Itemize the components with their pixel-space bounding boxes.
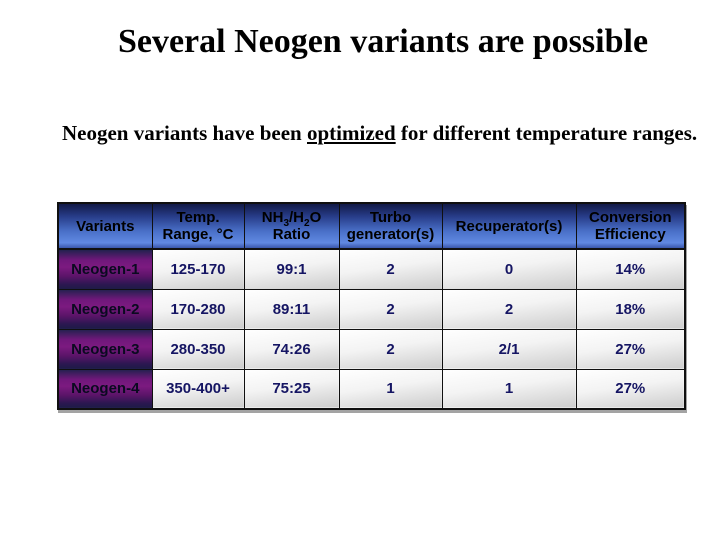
header-line: Efficiency <box>594 226 666 243</box>
header-line: Range, °C <box>162 226 234 243</box>
header-text-part: Ratio <box>272 226 311 243</box>
column-header-variants: Variants <box>57 202 153 250</box>
table-row-neogen-1: Neogen-1 125-170 99:1 2 0 14% <box>57 248 686 290</box>
header-line: Conversion <box>588 209 672 226</box>
row-label: Neogen-4 <box>57 368 153 410</box>
table-cell: 2/1 <box>441 328 577 370</box>
column-header-recuperators: Recuperator(s) <box>441 202 577 250</box>
column-header-nh3-h2o-ratio: NH3/H2O Ratio <box>243 202 340 250</box>
table-cell: 99:1 <box>243 248 340 290</box>
table-cell: 125-170 <box>151 248 245 290</box>
table-cell: 18% <box>575 288 686 330</box>
slide-title: Several Neogen variants are possible <box>117 23 649 60</box>
table-cell: 75:25 <box>243 368 340 410</box>
table-cell: 74:26 <box>243 328 340 370</box>
table-cell: 170-280 <box>151 288 245 330</box>
header-text-part: NH <box>261 209 284 226</box>
table-row-neogen-2: Neogen-2 170-280 89:11 2 2 18% <box>57 288 686 330</box>
table-cell: 1 <box>441 368 577 410</box>
header-line: NH3/H2O <box>245 209 338 229</box>
table-cell: 27% <box>575 328 686 370</box>
subtitle: Neogen variants have been optimized for … <box>62 121 697 146</box>
header-text-part: /H <box>289 209 304 226</box>
table-cell: 1 <box>338 368 443 410</box>
column-header-conversion-efficiency: Conversion Efficiency <box>575 202 686 250</box>
table-body: Neogen-1 125-170 99:1 2 0 14% Neogen-2 170-280 8… <box>57 248 686 410</box>
table-cell: 89:11 <box>243 288 340 330</box>
header-line: generator(s) <box>346 226 435 243</box>
subtitle-text-post: for different temperature ranges. <box>395 121 698 145</box>
neogen-variants-table: Variants Temp. Range, °C NH3/H2O Ratio Turbo g… <box>57 202 686 410</box>
table-header-row: Variants Temp. Range, °C NH3/H2O Ratio Turbo g… <box>57 202 686 250</box>
header-line: Recuperator(s) <box>455 217 563 235</box>
subscript-digit: 3 <box>283 218 289 229</box>
table-head: Variants Temp. Range, °C NH3/H2O Ratio Turbo g… <box>57 202 686 250</box>
header-line: Ratio <box>245 226 338 243</box>
header-line: Temp. <box>176 209 220 226</box>
table-cell: 0 <box>441 248 577 290</box>
table-cell: 350-400+ <box>151 368 245 410</box>
subscript-digit: 2 <box>304 218 310 229</box>
row-label: Neogen-1 <box>57 248 153 290</box>
table-cell: 2 <box>338 248 443 290</box>
row-label: Neogen-3 <box>57 328 153 370</box>
subtitle-underlined-word: optimized <box>307 121 396 145</box>
column-header-turbo-generators: Turbo generator(s) <box>338 202 443 250</box>
column-header-temp-range: Temp. Range, °C <box>151 202 245 250</box>
table-cell: 27% <box>575 368 686 410</box>
table-cell: 2 <box>338 288 443 330</box>
table-cell: 2 <box>338 328 443 370</box>
row-label: Neogen-2 <box>57 288 153 330</box>
table-cell: 14% <box>575 248 686 290</box>
table-row-neogen-3: Neogen-3 280-350 74:26 2 2/1 27% <box>57 328 686 370</box>
header-text-part: O <box>309 209 322 226</box>
table-cell: 2 <box>441 288 577 330</box>
subtitle-text-pre: Neogen variants have been <box>62 121 307 145</box>
table-cell: 280-350 <box>151 328 245 370</box>
table-row-neogen-4: Neogen-4 350-400+ 75:25 1 1 27% <box>57 368 686 410</box>
header-line: Variants <box>76 217 135 235</box>
header-line: Turbo <box>369 209 412 226</box>
